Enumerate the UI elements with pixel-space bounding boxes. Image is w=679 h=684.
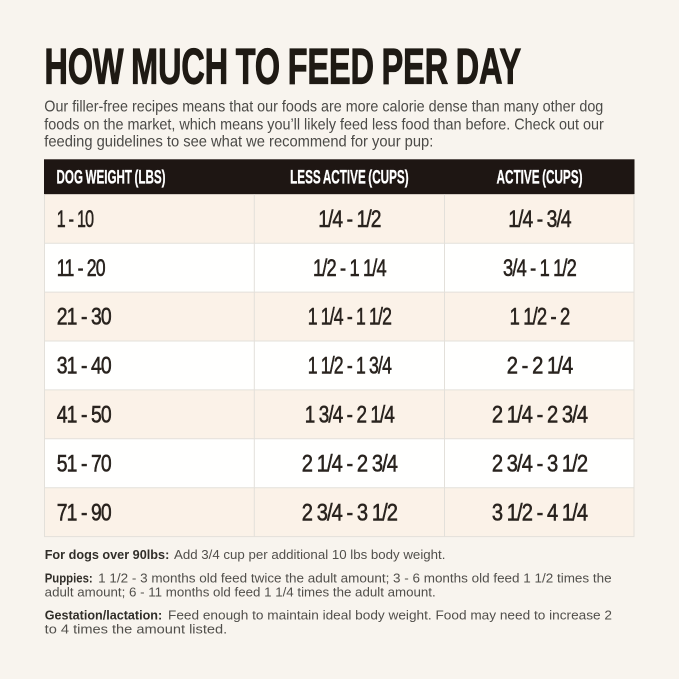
svg-text:Add 3/4 cup per additional 10: Add 3/4 cup per additional 10 lbs body w… [174, 547, 445, 562]
svg-text:Our filler-free recipes means: Our filler-free recipes means that our f… [44, 99, 603, 116]
svg-text:1/4 - 3/4: 1/4 - 3/4 [508, 206, 571, 232]
svg-text:41 - 50: 41 - 50 [57, 402, 111, 428]
svg-text:71 - 90: 71 - 90 [57, 499, 111, 525]
svg-text:1 3/4 - 2 1/4: 1 3/4 - 2 1/4 [305, 402, 395, 428]
svg-text:2 - 2 1/4: 2 - 2 1/4 [507, 353, 573, 379]
svg-text:3 1/2 - 4 1/4: 3 1/2 - 4 1/4 [492, 499, 588, 525]
svg-text:3/4 - 1 1/2: 3/4 - 1 1/2 [503, 255, 576, 281]
svg-text:adult amount; 6 - 11 months ol: adult amount; 6 - 11 months old feed 1 1… [45, 585, 436, 600]
svg-text:21 - 30: 21 - 30 [57, 304, 111, 330]
svg-text:1/4 - 1/2: 1/4 - 1/2 [318, 206, 381, 232]
svg-text:foods on the market, which mea: foods on the market, which means you’ll … [44, 116, 604, 133]
svg-text:51 - 70: 51 - 70 [57, 450, 111, 476]
svg-text:11 - 20: 11 - 20 [57, 255, 105, 281]
svg-text:2 1/4 - 2 3/4: 2 1/4 - 2 3/4 [492, 402, 588, 428]
svg-text:For dogs over 90lbs:: For dogs over 90lbs: [45, 547, 170, 562]
svg-text:2 1/4 - 2 3/4: 2 1/4 - 2 3/4 [302, 450, 398, 476]
svg-text:1 1/2 - 1 3/4: 1 1/2 - 1 3/4 [308, 353, 392, 379]
svg-text:feeding guidelines to see what: feeding guidelines to see what we recomm… [44, 134, 433, 151]
svg-text:to 4 times the amount listed.: to 4 times the amount listed. [45, 622, 227, 637]
svg-text:LESS ACTIVE (CUPS): LESS ACTIVE (CUPS) [290, 167, 409, 188]
svg-text:1 - 10: 1 - 10 [57, 206, 94, 232]
svg-text:31 - 40: 31 - 40 [57, 353, 111, 379]
svg-text:1 1/2 - 2: 1 1/2 - 2 [510, 304, 570, 330]
svg-text:HOW MUCH TO FEED PER DAY: HOW MUCH TO FEED PER DAY [45, 39, 522, 95]
svg-text:ACTIVE (CUPS): ACTIVE (CUPS) [497, 167, 583, 188]
svg-text:DOG WEIGHT (LBS): DOG WEIGHT (LBS) [57, 167, 166, 188]
svg-text:2 3/4 - 3 1/2: 2 3/4 - 3 1/2 [302, 499, 398, 525]
svg-text:1 1/2 - 3 months old feed twic: 1 1/2 - 3 months old feed twice the adul… [98, 571, 611, 586]
svg-text:Gestation/lactation:: Gestation/lactation: [45, 608, 163, 623]
svg-text:Puppies:: Puppies: [45, 571, 93, 586]
svg-text:1 1/4 - 1 1/2: 1 1/4 - 1 1/2 [308, 304, 392, 330]
svg-text:Feed enough to maintain ideal: Feed enough to maintain ideal body weigh… [168, 608, 612, 623]
svg-text:2 3/4 - 3 1/2: 2 3/4 - 3 1/2 [492, 450, 588, 476]
svg-text:1/2 - 1 1/4: 1/2 - 1 1/4 [313, 255, 386, 281]
